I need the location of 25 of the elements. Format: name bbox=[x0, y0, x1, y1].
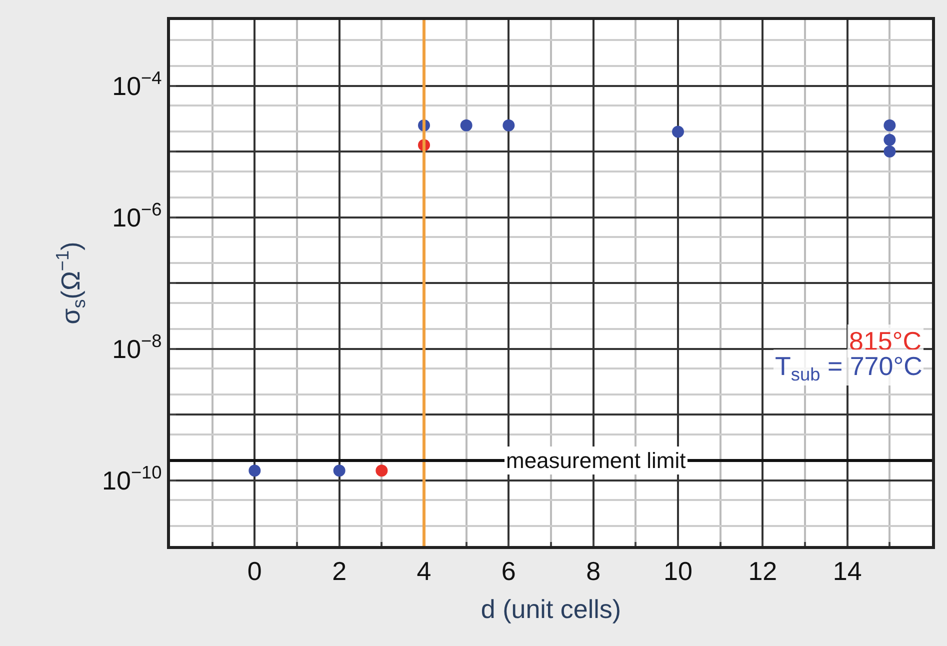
point bbox=[333, 464, 346, 477]
x-tick-label: 2 bbox=[332, 556, 347, 586]
x-tick-label: 6 bbox=[501, 556, 516, 586]
x-tick-label: 0 bbox=[247, 556, 262, 586]
text: 815°C bbox=[849, 326, 922, 356]
x-tick-label: 8 bbox=[586, 556, 601, 586]
point bbox=[884, 119, 896, 132]
point bbox=[376, 464, 388, 477]
y-tick-label: 10$^{−8}$ bbox=[112, 330, 162, 364]
point bbox=[884, 146, 896, 158]
ref-line-label: measurement limit bbox=[506, 448, 686, 473]
point bbox=[672, 126, 684, 138]
point bbox=[884, 134, 896, 146]
y-tick-label: 10$^{−6}$ bbox=[112, 199, 162, 232]
point bbox=[460, 119, 472, 132]
y-tick-label: 10$^{−4}$ bbox=[112, 68, 162, 101]
text: T$_{sub}$ = 770°C bbox=[775, 351, 922, 384]
point bbox=[248, 464, 261, 477]
x-tick-label: 12 bbox=[748, 556, 778, 586]
point bbox=[502, 119, 515, 132]
x-tick-label: 14 bbox=[832, 556, 862, 586]
x-tick-label: 4 bbox=[416, 556, 432, 586]
y-tick-label: 10$^{−10}$ bbox=[102, 462, 162, 496]
x-tick-label: 10 bbox=[664, 556, 692, 586]
x-axis-title: d (unit cells) bbox=[480, 594, 622, 624]
